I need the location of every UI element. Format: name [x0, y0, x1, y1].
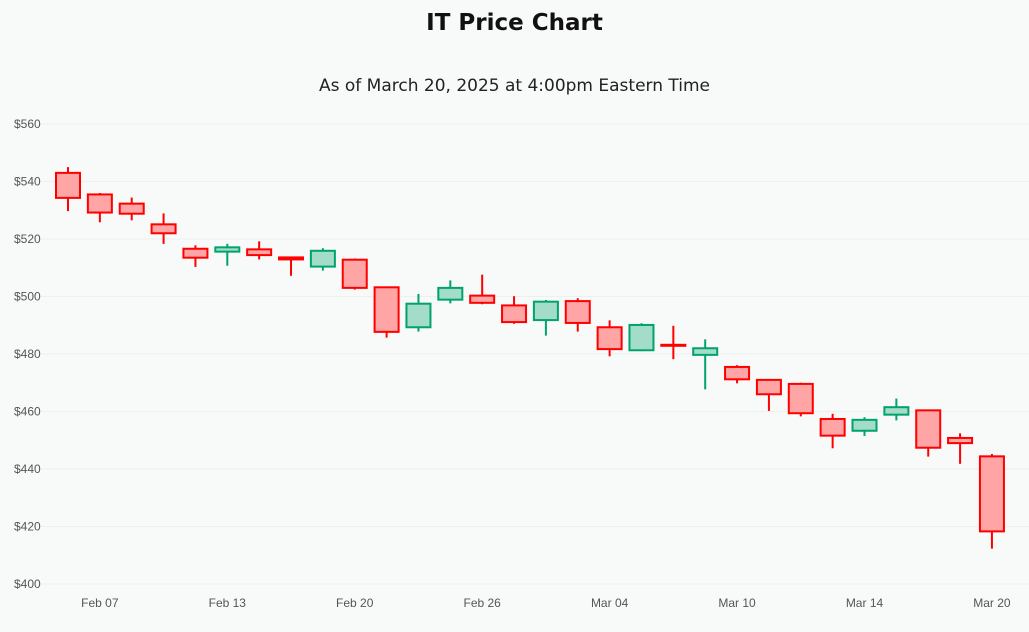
candle-body-down: [787, 382, 814, 415]
candle-body-up: [437, 286, 464, 301]
candle-body-up: [883, 406, 910, 416]
chart-subtitle: As of March 20, 2025 at 4:00pm Eastern T…: [318, 76, 711, 96]
candle-body-down: [755, 378, 782, 396]
candle-body-down: [373, 286, 400, 333]
candle-body-down: [915, 409, 942, 449]
x-tick-label: Feb 20: [336, 596, 374, 610]
candle-body-down: [118, 202, 145, 215]
candle-body-down: [947, 436, 974, 445]
chart-title: IT Price Chart: [426, 10, 603, 36]
candle-body-up: [532, 300, 559, 322]
candle-body-down: [564, 300, 591, 324]
candle-body-up: [309, 249, 336, 268]
x-tick-label: Mar 04: [591, 596, 629, 610]
x-tick-label: Feb 07: [81, 596, 119, 610]
y-tick-label: $400: [14, 577, 41, 591]
candle-body-up: [628, 323, 655, 352]
candle-body-up: [692, 347, 719, 356]
candle-body-down: [469, 294, 496, 304]
candle-body-down: [724, 365, 751, 381]
y-tick-label: $460: [14, 405, 41, 419]
y-tick-label: $500: [14, 290, 41, 304]
candle-body-down: [596, 326, 623, 351]
candle-body-down: [246, 248, 273, 257]
y-tick-label: $560: [14, 117, 41, 131]
candle-body-up: [851, 418, 878, 432]
x-tick-label: Mar 10: [718, 596, 756, 610]
candle-body-down: [182, 247, 209, 259]
x-tick-label: Feb 26: [464, 596, 502, 610]
candle-body-down: [55, 171, 81, 199]
y-tick-label: $440: [14, 462, 41, 476]
candle-body-down: [278, 256, 305, 261]
y-tick-label: $480: [14, 347, 41, 361]
y-tick-label: $420: [14, 520, 41, 534]
candle-body-down: [978, 455, 1005, 533]
candle-body-up: [405, 302, 432, 329]
y-tick-label: $520: [14, 232, 41, 246]
candle-body-up: [214, 246, 241, 253]
candle-body-down: [660, 343, 687, 347]
candle-body-down: [341, 258, 368, 289]
x-tick-label: Mar 20: [973, 596, 1011, 610]
candle-body-down: [819, 417, 846, 437]
x-tick-label: Mar 14: [846, 596, 884, 610]
candle-body-down: [150, 223, 177, 235]
y-tick-label: $540: [14, 175, 41, 189]
candle-body-down: [501, 304, 528, 324]
candle-body-down: [86, 193, 113, 214]
x-tick-label: Feb 13: [209, 596, 247, 610]
